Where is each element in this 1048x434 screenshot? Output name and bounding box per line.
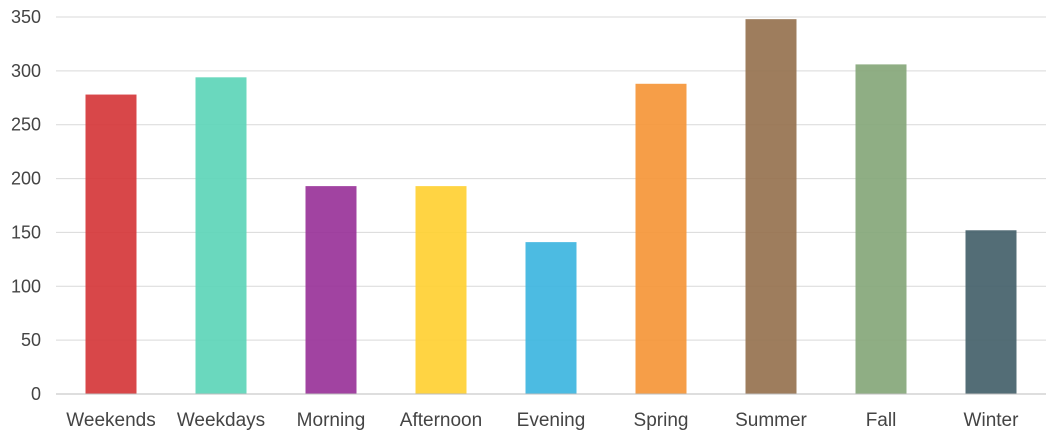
x-tick-label: Evening [517,410,586,431]
bar-morning[interactable] [305,186,357,394]
y-tick-label: 250 [11,115,41,135]
bar-weekends[interactable] [85,94,137,394]
y-axis-ticks: 0 50 100 150 200 250 300 350 [11,7,41,404]
x-tick-label: Fall [866,410,897,431]
bar-afternoon[interactable] [415,186,467,394]
bar-weekdays[interactable] [195,77,247,394]
bars [85,19,1017,394]
bar-evening[interactable] [525,242,577,394]
y-tick-label: 350 [11,7,41,27]
bar-winter[interactable] [965,230,1017,394]
x-tick-label: Afternoon [400,410,482,431]
bar-spring[interactable] [635,83,687,394]
y-tick-label: 0 [31,384,41,404]
y-tick-label: 150 [11,222,41,242]
y-tick-label: 50 [21,330,41,350]
x-tick-label: Weekends [66,410,155,431]
x-tick-label: Winter [964,410,1020,431]
bar-fall[interactable] [855,64,907,394]
y-tick-label: 100 [11,276,41,296]
bar-summer[interactable] [745,19,797,394]
y-tick-label: 200 [11,169,41,189]
x-tick-label: Morning [297,410,366,431]
x-tick-label: Weekdays [177,410,265,431]
x-tick-label: Spring [634,410,689,431]
x-axis-labels: Weekends Weekdays Morning Afternoon Evening S… [66,410,1019,431]
y-tick-label: 300 [11,61,41,81]
x-tick-label: Summer [735,410,807,431]
